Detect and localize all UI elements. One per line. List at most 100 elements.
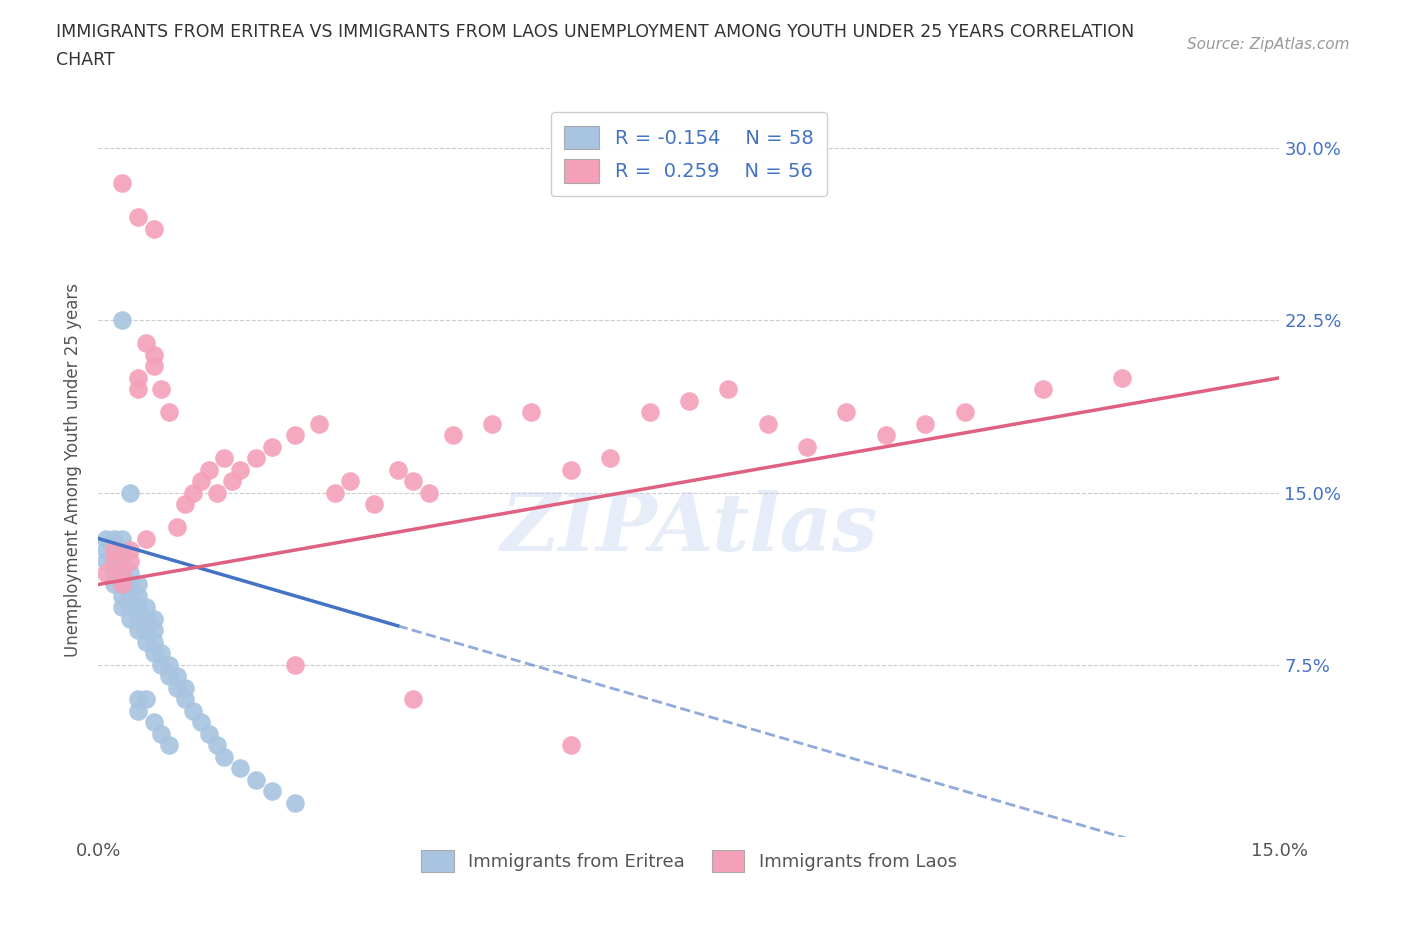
Point: [127, 370, 149, 385]
Point: [142, 623, 165, 638]
Point: [111, 175, 134, 190]
Point: [560, 737, 582, 752]
Text: IMMIGRANTS FROM ERITREA VS IMMIGRANTS FROM LAOS UNEMPLOYMENT AMONG YOUTH UNDER 2: IMMIGRANTS FROM ERITREA VS IMMIGRANTS FR…: [56, 23, 1135, 41]
Point: [914, 417, 936, 432]
Point: [142, 221, 165, 236]
Point: [111, 542, 134, 557]
Point: [111, 577, 134, 591]
Point: [142, 611, 165, 626]
Point: [190, 473, 212, 488]
Point: [284, 795, 307, 810]
Point: [118, 577, 141, 591]
Point: [142, 646, 165, 661]
Point: [717, 382, 740, 397]
Point: [441, 428, 464, 443]
Point: [520, 405, 543, 419]
Point: [111, 600, 134, 615]
Point: [190, 715, 212, 730]
Point: [157, 405, 180, 419]
Point: [142, 634, 165, 649]
Text: Source: ZipAtlas.com: Source: ZipAtlas.com: [1187, 37, 1350, 52]
Point: [118, 554, 141, 569]
Point: [111, 531, 134, 546]
Point: [111, 589, 134, 604]
Legend: Immigrants from Eritrea, Immigrants from Laos: Immigrants from Eritrea, Immigrants from…: [413, 843, 965, 880]
Point: [111, 565, 134, 580]
Point: [96, 531, 118, 546]
Point: [387, 462, 409, 477]
Point: [214, 451, 236, 466]
Point: [157, 669, 180, 684]
Point: [142, 348, 165, 363]
Point: [402, 473, 425, 488]
Point: [402, 692, 425, 707]
Point: [174, 692, 197, 707]
Point: [103, 542, 125, 557]
Point: [166, 520, 188, 535]
Point: [150, 382, 173, 397]
Point: [1111, 370, 1133, 385]
Point: [245, 451, 267, 466]
Point: [103, 531, 125, 546]
Point: [205, 737, 228, 752]
Point: [127, 577, 149, 591]
Point: [127, 589, 149, 604]
Point: [135, 692, 157, 707]
Point: [142, 715, 165, 730]
Point: [111, 565, 134, 580]
Point: [157, 658, 180, 672]
Point: [103, 565, 125, 580]
Point: [166, 669, 188, 684]
Point: [638, 405, 661, 419]
Point: [953, 405, 976, 419]
Point: [174, 681, 197, 696]
Point: [96, 542, 118, 557]
Y-axis label: Unemployment Among Youth under 25 years: Unemployment Among Youth under 25 years: [65, 283, 83, 657]
Point: [118, 565, 141, 580]
Point: [418, 485, 440, 500]
Point: [111, 313, 134, 328]
Point: [308, 417, 330, 432]
Point: [181, 485, 204, 500]
Point: [135, 600, 157, 615]
Point: [150, 726, 173, 741]
Point: [835, 405, 858, 419]
Text: ZIPAtlas: ZIPAtlas: [501, 490, 877, 567]
Point: [339, 473, 361, 488]
Point: [118, 542, 141, 557]
Point: [135, 634, 157, 649]
Point: [260, 439, 283, 454]
Point: [127, 209, 149, 224]
Point: [96, 554, 118, 569]
Point: [229, 462, 252, 477]
Point: [205, 485, 228, 500]
Point: [118, 611, 141, 626]
Point: [284, 658, 307, 672]
Point: [560, 462, 582, 477]
Point: [166, 681, 188, 696]
Point: [481, 417, 503, 432]
Point: [103, 554, 125, 569]
Point: [150, 646, 173, 661]
Point: [323, 485, 346, 500]
Point: [127, 611, 149, 626]
Point: [135, 623, 157, 638]
Point: [197, 726, 219, 741]
Point: [103, 554, 125, 569]
Point: [197, 462, 219, 477]
Point: [127, 692, 149, 707]
Point: [174, 497, 197, 512]
Point: [796, 439, 818, 454]
Point: [135, 611, 157, 626]
Point: [678, 393, 700, 408]
Point: [127, 623, 149, 638]
Point: [127, 382, 149, 397]
Point: [229, 761, 252, 776]
Point: [875, 428, 897, 443]
Point: [96, 565, 118, 580]
Point: [260, 784, 283, 799]
Point: [214, 750, 236, 764]
Point: [118, 485, 141, 500]
Point: [127, 600, 149, 615]
Point: [135, 531, 157, 546]
